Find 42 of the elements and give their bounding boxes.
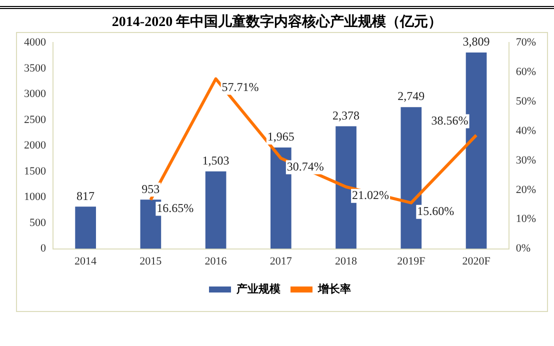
y2-tick-label: 0% bbox=[516, 242, 531, 255]
data-label: 1,503 bbox=[202, 153, 230, 168]
y-tick-label: 1000 bbox=[24, 191, 46, 204]
y-tick-label: 3000 bbox=[24, 88, 46, 100]
y2-tick-label: 70% bbox=[516, 36, 536, 48]
y2-tick-label: 50% bbox=[516, 95, 536, 108]
data-label: 817 bbox=[76, 188, 95, 203]
y-tick-label: 3500 bbox=[24, 62, 46, 74]
x-tick-label: 2020F bbox=[462, 255, 490, 268]
y2-tick-label: 10% bbox=[516, 213, 536, 226]
y-tick-label: 4000 bbox=[24, 36, 46, 48]
data-label: 38.56% bbox=[431, 113, 468, 128]
data-label: 16.65% bbox=[156, 200, 194, 215]
data-label: 3,809 bbox=[462, 34, 490, 49]
y-tick-label: 0 bbox=[40, 242, 46, 255]
x-tick-label: 2019F bbox=[397, 255, 426, 268]
y2-tick-label: 60% bbox=[516, 66, 536, 78]
x-tick-label: 2014 bbox=[74, 255, 98, 268]
y-tick-label: 500 bbox=[30, 216, 46, 229]
y-tick-label: 2000 bbox=[24, 140, 46, 152]
data-label: 2,378 bbox=[332, 108, 360, 122]
y2-tick-label: 40% bbox=[516, 124, 536, 137]
y2-tick-label: 30% bbox=[516, 154, 536, 166]
data-label: 15.60% bbox=[417, 204, 454, 218]
data-label: 30.74% bbox=[286, 159, 324, 174]
bar bbox=[75, 206, 96, 249]
chart-title: 2014-2020 年中国儿童数字内容核心产业规模（亿元） bbox=[0, 6, 554, 31]
y-tick-label: 2500 bbox=[24, 114, 46, 126]
data-label: 57.71% bbox=[222, 80, 259, 94]
legend-label: 产业规模 bbox=[236, 282, 282, 296]
x-tick-label: 2015 bbox=[140, 255, 162, 268]
data-label: 953 bbox=[142, 182, 160, 196]
bar bbox=[205, 171, 226, 249]
legend-label: 增长率 bbox=[317, 282, 351, 296]
y2-tick-label: 20% bbox=[516, 184, 536, 196]
x-tick-label: 2018 bbox=[335, 255, 358, 268]
x-tick-label: 2016 bbox=[204, 255, 228, 268]
data-label: 21.02% bbox=[352, 188, 390, 202]
y-tick-label: 1500 bbox=[24, 165, 46, 178]
data-label: 2,749 bbox=[398, 89, 425, 104]
x-tick-label: 2017 bbox=[270, 255, 292, 268]
data-label: 1,965 bbox=[267, 130, 294, 144]
